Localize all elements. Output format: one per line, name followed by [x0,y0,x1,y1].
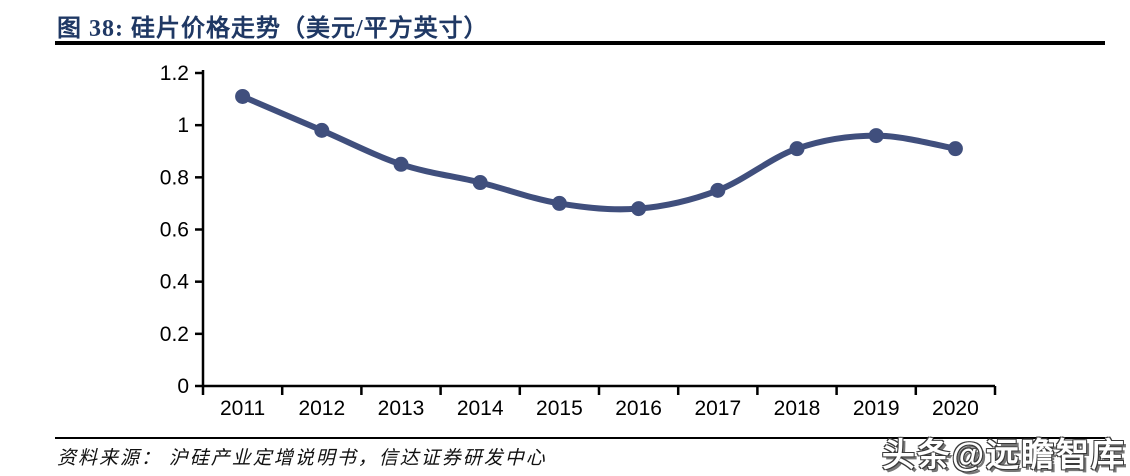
y-tick-label: 0.2 [160,323,189,346]
data-point-2014 [472,175,488,191]
data-point-2012 [314,122,330,138]
data-point-2013 [393,156,409,172]
chart-canvas: 0 0.2 0.4 0.6 0.8 1 1.2 2011 2012 2013 2014 2015 201… [160,62,997,420]
y-tick-label: 1.2 [160,62,189,85]
x-tick-label: 2020 [932,397,979,420]
x-tick-label: 2015 [536,397,583,420]
y-tick-label: 0.8 [160,166,189,189]
x-tick-label: 2019 [853,397,900,420]
data-point-2020 [947,141,963,157]
y-tick-label: 0 [177,375,189,398]
x-tick-label: 2018 [774,397,821,420]
x-tick-label: 2017 [694,397,741,420]
y-tick-label: 0.4 [160,271,190,294]
wafer-price-line-chart: 0 0.2 0.4 0.6 0.8 1 1.2 2011 2012 2013 2014 2015 201… [0,48,1130,433]
data-point-2011 [235,88,251,104]
x-tick-label: 2011 [220,397,265,420]
data-point-2015 [551,195,567,211]
y-tick-label: 1 [177,114,189,137]
source-attribution: 资料来源： 沪硅产业定增说明书，信达证券研发中心 [57,448,547,469]
x-tick-label: 2013 [378,397,425,420]
title-rule [55,41,1105,45]
footer-rule [55,437,1105,439]
data-point-2017 [710,182,726,198]
data-point-2016 [631,201,647,217]
price-series-line [239,93,959,213]
figure-title: 图 38: 硅片价格走势（美元/平方英寸） [57,16,489,42]
data-point-2019 [868,128,884,144]
x-tick-label: 2014 [457,397,504,420]
y-tick-label: 0.6 [160,219,189,242]
watermark-toutiao-yuanzhan: 头条@远瞻智库 [881,436,1126,473]
data-point-2018 [789,141,805,157]
x-tick-label: 2012 [298,397,345,420]
x-tick-label: 2016 [615,397,662,420]
